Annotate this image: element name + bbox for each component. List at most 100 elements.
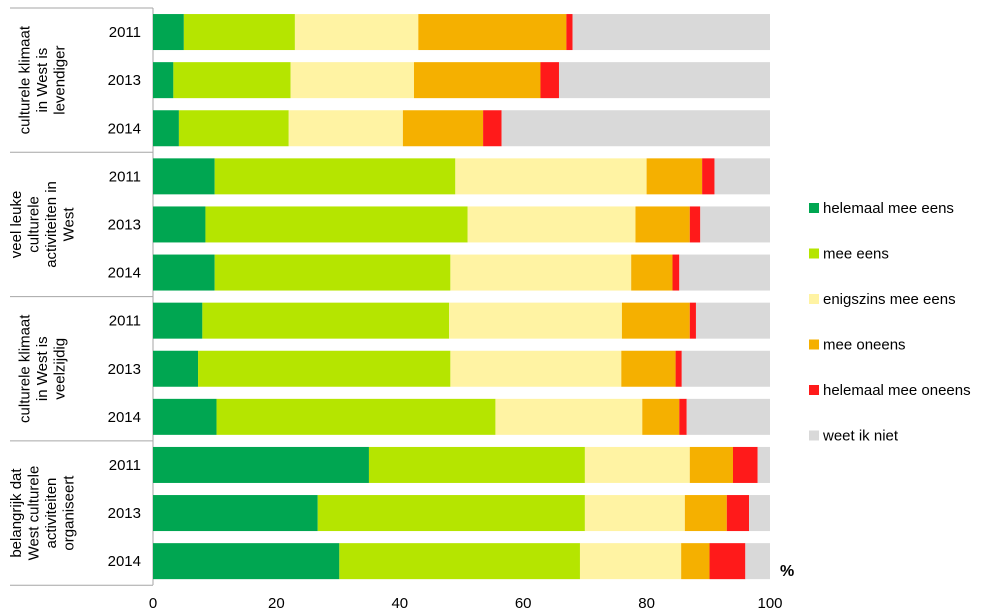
bar-segment — [686, 398, 770, 435]
bar-segment — [214, 158, 456, 195]
legend-swatch — [809, 430, 819, 441]
bar-segment — [714, 158, 770, 195]
bar-segment — [684, 495, 727, 532]
year-label: 2013 — [108, 216, 141, 233]
bar-segment — [726, 495, 750, 532]
group-label: culturele klimaatin West isveelzijdig — [17, 314, 69, 423]
bar-segment — [745, 543, 770, 580]
bar-segment — [153, 302, 203, 339]
bar-segment — [153, 350, 199, 387]
unit-label: % — [780, 563, 794, 580]
legend-swatch — [809, 294, 819, 304]
bar-segment — [579, 543, 682, 580]
bar-segment — [153, 14, 184, 51]
x-tick-label: 80 — [638, 595, 655, 612]
bar-segment — [757, 446, 770, 483]
group-label-line: culturele — [25, 196, 42, 253]
legend-label: enigszins mee eens — [823, 291, 956, 308]
bar-segment — [317, 495, 585, 532]
bar-segment — [646, 158, 703, 195]
bar-segment — [679, 254, 770, 291]
bar-segment — [153, 398, 217, 435]
year-label: 2014 — [108, 120, 141, 137]
group-label-line: culturele klimaat — [17, 314, 34, 423]
bar-segment — [689, 446, 733, 483]
group-label-line: activiteiten — [43, 478, 60, 549]
bar-segment — [153, 446, 369, 483]
bar-segment — [681, 543, 710, 580]
x-tick-label: 20 — [268, 595, 285, 612]
bar-segment — [642, 398, 680, 435]
bar-segment — [621, 302, 690, 339]
bar-segment — [689, 206, 701, 243]
bar-segment — [368, 446, 585, 483]
legend-swatch — [809, 385, 819, 395]
bar-segment — [294, 14, 419, 51]
bar-segment — [455, 158, 647, 195]
x-tick-label: 40 — [391, 595, 408, 612]
bar-segment — [450, 254, 632, 291]
year-label: 2011 — [109, 457, 141, 474]
legend-label: weet ik niet — [822, 428, 899, 445]
bar-segment — [495, 398, 643, 435]
legend-label: mee oneens — [823, 337, 906, 354]
bar-segment — [558, 62, 770, 99]
group-label-line: West — [60, 207, 77, 242]
legend-label: mee eens — [823, 246, 889, 263]
bar-segment — [402, 110, 484, 147]
group-label-line: veelzijdig — [52, 338, 69, 400]
bar-segment — [635, 206, 690, 243]
bar-segment — [418, 14, 567, 51]
bar-segment — [153, 495, 318, 532]
x-tick-label: 60 — [515, 595, 532, 612]
bar-segment — [679, 398, 687, 435]
group-label-line: West culturele — [25, 466, 42, 561]
group-label-line: culturele klimaat — [17, 25, 34, 134]
bar-segment — [288, 110, 403, 147]
bar-segment — [449, 302, 622, 339]
group-label-line: activiteiten in — [43, 181, 60, 268]
group-label-line: in West is — [34, 336, 51, 401]
legend-swatch — [809, 248, 819, 259]
bar-segment — [702, 158, 715, 195]
bar-segment — [216, 398, 496, 435]
group-label: culturele klimaatin West islevendiger — [17, 25, 69, 134]
legend-swatch — [809, 203, 819, 213]
group-label: belangrijk datWest cultureleactiviteiten… — [8, 466, 78, 561]
bar-segment — [450, 350, 622, 387]
bar-segment — [339, 543, 580, 580]
group-label-line: organiseert — [60, 475, 77, 551]
group-label-line: belangrijk dat — [8, 468, 25, 558]
bar-segment — [153, 158, 215, 195]
bar-segment — [153, 543, 340, 580]
bar-segment — [709, 543, 746, 580]
year-label: 2014 — [108, 553, 141, 570]
group-label-line: veel leuke — [8, 191, 25, 259]
bar-segment — [672, 254, 680, 291]
bar-segment — [566, 14, 573, 51]
group-label-line: levendiger — [52, 46, 69, 115]
bar-segment — [732, 446, 758, 483]
bar-segment — [467, 206, 636, 243]
bar-segment — [153, 206, 206, 243]
legend-swatch — [809, 339, 819, 350]
group-label-line: in West is — [34, 48, 51, 113]
group-label: veel leukecultureleactiviteiten inWest — [8, 181, 78, 268]
bar-segment — [202, 302, 450, 339]
bar-segment — [695, 302, 770, 339]
bar-segment — [290, 62, 414, 99]
bar-segment — [214, 254, 451, 291]
bar-segment — [749, 495, 770, 532]
year-label: 2013 — [108, 505, 141, 522]
year-label: 2014 — [108, 409, 141, 426]
bar-segment — [584, 446, 690, 483]
bar-segment — [689, 302, 696, 339]
bar-segment — [173, 62, 291, 99]
bar-segment — [483, 110, 502, 147]
year-label: 2014 — [108, 265, 141, 282]
legend-label: helemaal mee eens — [823, 200, 954, 217]
bar-segment — [178, 110, 289, 147]
bar-segment — [413, 62, 541, 99]
bar-segment — [621, 350, 676, 387]
x-tick-label: 100 — [757, 595, 782, 612]
